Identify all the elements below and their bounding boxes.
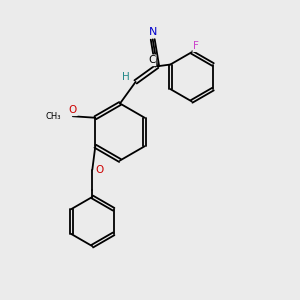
- Text: F: F: [193, 41, 199, 51]
- Text: H: H: [122, 71, 130, 82]
- Text: C: C: [148, 55, 155, 65]
- Text: O: O: [96, 165, 104, 175]
- Text: N: N: [148, 27, 157, 38]
- Text: CH₃: CH₃: [46, 112, 61, 121]
- Text: O: O: [69, 105, 77, 115]
